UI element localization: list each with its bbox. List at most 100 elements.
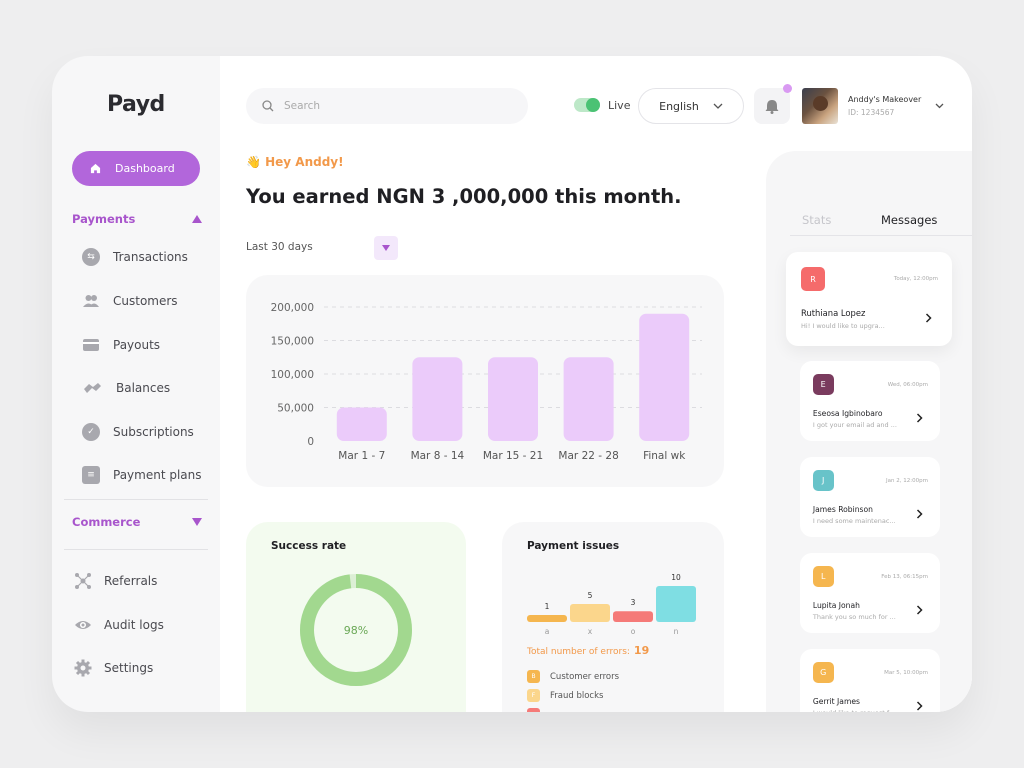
dashboard-button[interactable]: Dashboard bbox=[72, 151, 200, 186]
bar[interactable] bbox=[336, 407, 387, 442]
y-tick-label: 100,000 bbox=[271, 369, 314, 381]
toggle-knob bbox=[586, 98, 600, 112]
greeting: 👋 Hey Anddy! bbox=[246, 155, 344, 169]
legend-swatch bbox=[527, 708, 540, 712]
notification-dot bbox=[783, 84, 792, 93]
date-range-dropdown[interactable] bbox=[374, 236, 398, 260]
logo: Payd bbox=[107, 92, 165, 117]
issue-value-label: 1 bbox=[545, 602, 550, 611]
sidebar-item-subscriptions[interactable]: ✓ Subscriptions bbox=[82, 423, 194, 441]
message-card[interactable]: G Mar 5, 10:00pm Gerrit James I would like … bbox=[800, 649, 940, 712]
profile-id: ID: 1234567 bbox=[848, 108, 895, 117]
sender-avatar: G bbox=[812, 661, 834, 683]
sidebar-item-referrals[interactable]: Referrals bbox=[74, 572, 157, 590]
bar[interactable] bbox=[639, 313, 690, 441]
sender-name: James Robinson bbox=[812, 505, 873, 515]
search-bar[interactable] bbox=[246, 88, 528, 124]
message-time: Today, 12:00pm bbox=[893, 276, 938, 282]
issue-bar[interactable] bbox=[613, 611, 653, 622]
commerce-section-toggle[interactable]: Commerce bbox=[72, 515, 202, 529]
message-card[interactable]: E Wed, 06:00pm Eseosa Igbinobaro I got your… bbox=[800, 361, 940, 441]
chevron-right-icon bbox=[925, 313, 932, 323]
legend-swatch: B bbox=[527, 670, 540, 683]
message-card[interactable]: J Jan 2, 12:00pm James Robinson I need some… bbox=[800, 457, 940, 537]
x-tick-label: Final wk bbox=[643, 450, 686, 462]
sidebar-item-customers[interactable]: Customers bbox=[82, 292, 178, 310]
tab-messages[interactable]: Messages bbox=[881, 213, 938, 227]
message-card[interactable]: L Feb 13, 06:15pm Lupita Jonah Thank you so… bbox=[800, 553, 940, 633]
sender-name: Lupita Jonah bbox=[812, 601, 860, 611]
donut-center-label: 98% bbox=[344, 624, 368, 637]
total-errors: Total number of errors: 19 bbox=[527, 644, 649, 657]
language-value: English bbox=[659, 99, 699, 113]
issue-category-label: x bbox=[588, 627, 593, 636]
notifications-button[interactable] bbox=[754, 88, 790, 124]
sidebar-divider bbox=[64, 499, 208, 500]
sidebar-item-settings[interactable]: Settings bbox=[74, 659, 153, 677]
home-icon bbox=[90, 163, 101, 174]
x-tick-label: Mar 1 - 7 bbox=[338, 450, 385, 462]
legend-item-fraud-blocks: F Fraud blocks bbox=[527, 689, 603, 702]
payments-section-toggle[interactable]: Payments bbox=[72, 212, 202, 226]
sidebar-item-payouts[interactable]: Payouts bbox=[82, 336, 160, 354]
tab-stats[interactable]: Stats bbox=[802, 213, 832, 227]
sidebar-item-audit-logs[interactable]: Audit logs bbox=[74, 616, 164, 634]
x-tick-label: Mar 8 - 14 bbox=[411, 450, 465, 462]
issue-bar[interactable] bbox=[527, 615, 567, 622]
message-card[interactable]: R Today, 12:00pm Ruthiana Lopez Hi! I would… bbox=[786, 252, 952, 346]
language-select[interactable]: English bbox=[638, 88, 744, 124]
sidebar-item-label: Referrals bbox=[104, 574, 158, 588]
issue-category-label: a bbox=[545, 627, 550, 636]
total-errors-label: Total number of errors: bbox=[527, 647, 630, 657]
bar[interactable] bbox=[488, 357, 538, 441]
legend-label: Customer errors bbox=[550, 671, 619, 682]
sender-avatar: R bbox=[801, 267, 825, 291]
bar[interactable] bbox=[563, 357, 614, 441]
total-errors-value: 19 bbox=[633, 644, 650, 657]
sidebar-item-label: Transactions bbox=[113, 250, 188, 264]
sender-avatar: L bbox=[812, 565, 834, 587]
x-tick-label: Mar 22 - 28 bbox=[558, 450, 618, 462]
message-time: Feb 13, 06:15pm bbox=[881, 573, 928, 580]
customers-icon bbox=[83, 295, 99, 307]
earnings-chart-card: 200,000 150,000 100,000 50,000 0 Mar 1 - 7 Mar… bbox=[246, 275, 724, 487]
transactions-icon: ⇆ bbox=[82, 248, 100, 266]
success-rate-donut: 98% bbox=[300, 574, 412, 686]
live-label: Live bbox=[608, 99, 631, 112]
sidebar-item-label: Settings bbox=[104, 661, 154, 675]
legend-item-third bbox=[527, 708, 550, 712]
sidebar-divider bbox=[64, 549, 208, 550]
sender-avatar: J bbox=[812, 469, 834, 491]
profile-menu[interactable]: Anddy's Makeover ID: 1234567 bbox=[800, 86, 950, 126]
issue-value-label: 3 bbox=[631, 598, 636, 607]
issue-bar[interactable] bbox=[570, 604, 610, 622]
profile-name: Anddy's Makeover bbox=[848, 95, 922, 104]
chevron-right-icon bbox=[916, 413, 923, 423]
message-preview: I would like to request f... bbox=[813, 709, 895, 712]
sidebar: Payd Dashboard Payments ⇆ Transactions C… bbox=[52, 56, 220, 712]
legend-swatch: F bbox=[527, 689, 540, 702]
issue-bar[interactable] bbox=[656, 586, 696, 622]
date-range-label: Last 30 days bbox=[246, 241, 313, 253]
success-rate-title: Success rate bbox=[271, 540, 347, 552]
sidebar-item-balances[interactable]: Balances bbox=[82, 379, 170, 397]
chevron-right-icon bbox=[916, 701, 923, 711]
chevron-down-icon bbox=[713, 103, 723, 109]
eye-icon bbox=[75, 621, 91, 629]
message-preview: I need some maintenac... bbox=[812, 517, 896, 526]
sidebar-item-transactions[interactable]: ⇆ Transactions bbox=[82, 248, 188, 266]
bar[interactable] bbox=[412, 357, 463, 441]
sidebar-item-label: Customers bbox=[113, 294, 178, 308]
search-input[interactable] bbox=[284, 100, 504, 112]
subscriptions-icon: ✓ bbox=[82, 423, 100, 441]
sender-name: Ruthiana Lopez bbox=[801, 308, 866, 318]
chevron-down-icon bbox=[935, 103, 944, 109]
dashboard-label: Dashboard bbox=[115, 162, 175, 175]
collapse-icon bbox=[192, 215, 202, 223]
issue-value-label: 10 bbox=[671, 573, 681, 582]
live-toggle[interactable] bbox=[574, 98, 600, 112]
issue-value-label: 5 bbox=[588, 591, 593, 600]
tab-divider bbox=[790, 235, 972, 236]
message-preview: I got your email ad and ... bbox=[812, 421, 897, 430]
sidebar-item-payment-plans[interactable]: ≡ Payment plans bbox=[82, 466, 202, 484]
